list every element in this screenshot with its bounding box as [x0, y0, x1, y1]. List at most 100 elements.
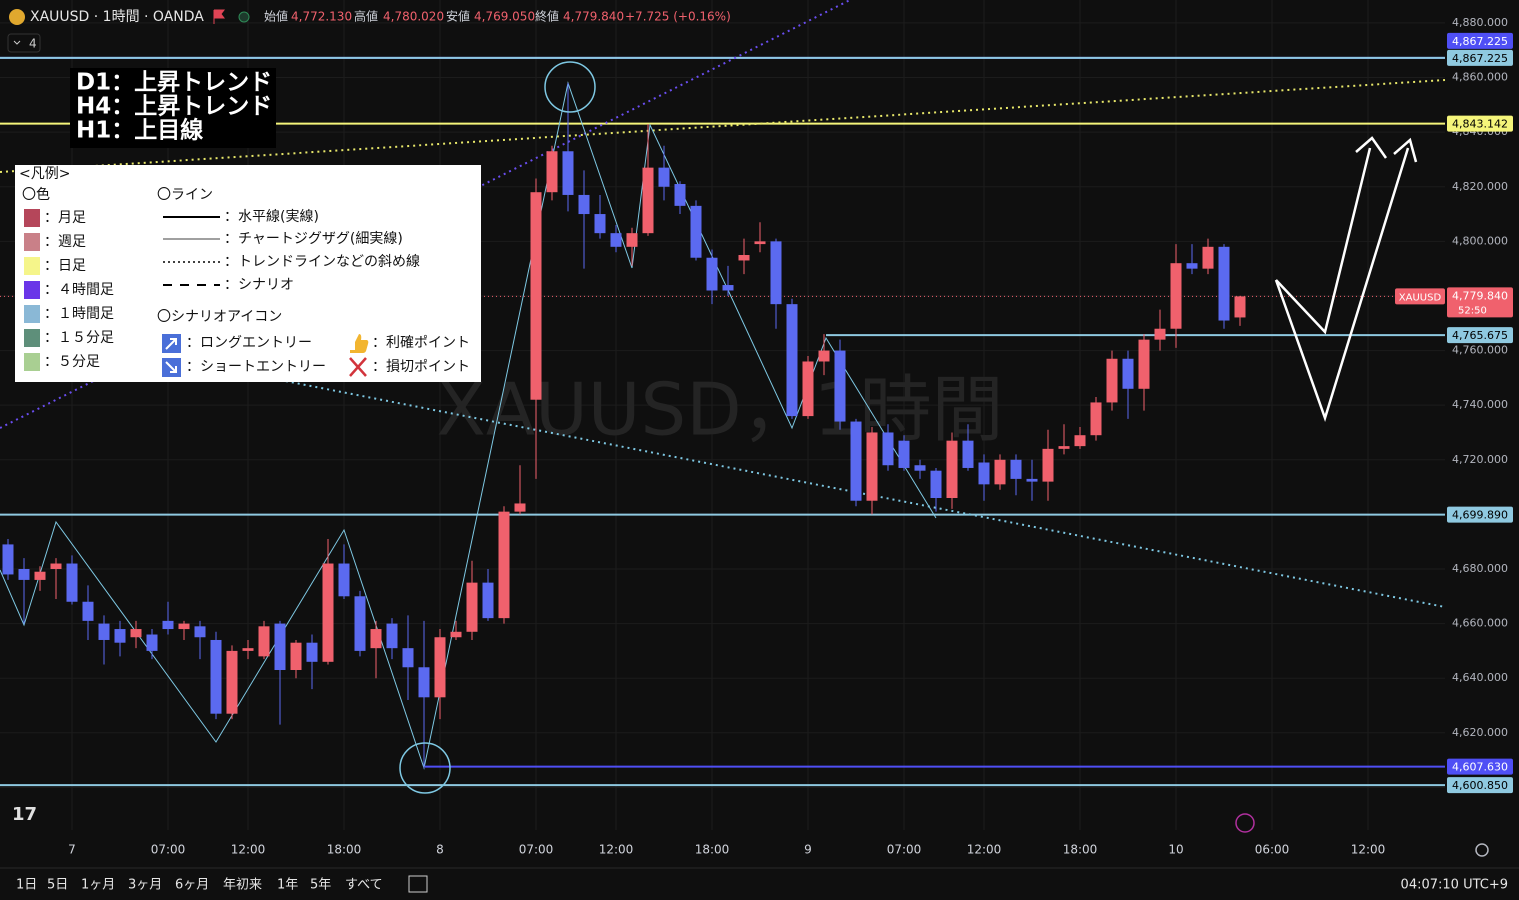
x-tick-label: 18:00: [327, 843, 362, 857]
candle-body: [882, 432, 894, 466]
candle-body: [1090, 402, 1102, 436]
candle-body: [386, 623, 398, 649]
legend-swatch: [24, 233, 40, 251]
y-tick-label: 4,660.000: [1452, 617, 1508, 630]
candle-body: [674, 184, 686, 206]
legend-label: ：１時間足: [44, 306, 114, 322]
x-tick-label: 9: [804, 843, 812, 857]
timeframe-button[interactable]: 1日: [16, 878, 37, 893]
candle-body: [146, 634, 158, 651]
candle-body: [1154, 328, 1166, 340]
timeframe-button[interactable]: 5年: [310, 878, 331, 893]
candle-body: [18, 568, 30, 580]
legend-label: ：１５分足: [44, 330, 114, 346]
legend-heading: 〇ライン: [157, 187, 213, 203]
x-tick-label: 7: [68, 843, 76, 857]
legend-label: ：損切ポイント: [372, 359, 470, 375]
candle-body: [338, 563, 350, 597]
symbol-title: XAUUSD · 1時間 · OANDA: [30, 9, 204, 25]
flag-icon: [213, 9, 225, 24]
candle-body: [898, 440, 910, 468]
last-price-bg: [1447, 287, 1513, 318]
date-range-icon[interactable]: [408, 875, 428, 893]
level-label-bg: [1447, 506, 1513, 523]
annotation-text: H4：上昇トレンド: [76, 94, 272, 120]
candle-body: [450, 631, 462, 638]
legend-label: ：チャートジグザグ(細実線): [224, 231, 403, 247]
long-icon-arrow: [165, 338, 177, 350]
candle-body: [98, 623, 110, 640]
candle-body: [562, 151, 574, 195]
chevron: [13, 40, 21, 45]
timeframe-button[interactable]: 1年: [277, 878, 298, 893]
y-tick-label: 4,800.000: [1452, 234, 1508, 247]
legend-swatch: [24, 305, 40, 323]
candle-body: [834, 350, 846, 422]
candle-body: [594, 214, 606, 234]
legend-label: ：利確ポイント: [372, 335, 470, 351]
x-tick-label: 07:00: [887, 843, 922, 857]
candle-body: [418, 667, 430, 698]
candle-body: [1010, 459, 1022, 479]
ohlc-name: 安値: [446, 9, 470, 24]
candle-body: [642, 167, 654, 234]
level-label: 4,843.142: [1452, 118, 1508, 131]
candle-body: [690, 205, 702, 258]
timeframe-button[interactable]: 3ヶ月: [128, 878, 162, 893]
level-label-bg: [1447, 32, 1513, 49]
legend-heading: 〇シナリオアイコン: [157, 309, 282, 325]
legend-label: ：４時間足: [44, 282, 114, 298]
timeframe-button[interactable]: すべて: [345, 878, 383, 893]
x-tick-label: 12:00: [1351, 843, 1386, 857]
last-price-label: 4,779.840: [1452, 289, 1508, 302]
x-tick-label: 12:00: [967, 843, 1002, 857]
candle-body: [738, 255, 750, 261]
indicator-count: 4: [29, 37, 37, 51]
legend-box: <凡例> 〇色 ：月足 ：週足 ：日足 ：４時間足 ：１時間足 ：１５分足 ：５分足 〇ライン ：水…: [15, 165, 481, 382]
candle-body: [114, 629, 126, 643]
candle-body: [66, 563, 78, 602]
legend-swatch: [24, 257, 40, 275]
candle-body: [466, 582, 478, 632]
x-tick-label: 06:00: [1255, 843, 1290, 857]
y-tick-label: 4,860.000: [1452, 71, 1508, 84]
candle-body: [306, 642, 318, 662]
legend-label: ：シナリオ: [224, 277, 294, 293]
candle-body: [930, 470, 942, 498]
y-tick-label: 4,760.000: [1452, 344, 1508, 357]
ohlc-name: 終値: [535, 9, 559, 24]
legend-label: ：週足: [44, 234, 86, 250]
x-tick-label: 18:00: [1063, 843, 1098, 857]
level-label-bg: [1447, 49, 1513, 66]
y-tick-label: 4,620.000: [1452, 726, 1508, 739]
candle-body: [1170, 263, 1182, 329]
timeframe-button[interactable]: 1ヶ月: [81, 878, 115, 893]
candle-body: [226, 650, 238, 714]
price-change: +7.725 (+0.16%): [625, 10, 731, 24]
legend-heading: 〇色: [22, 186, 50, 203]
candle-body: [482, 582, 494, 619]
level-label-bg: [1447, 115, 1513, 132]
legend-label: ：月足: [44, 210, 86, 226]
short-icon-arrow: [165, 361, 177, 373]
timeframe-button[interactable]: 年初来: [223, 878, 262, 893]
candle-body: [1058, 446, 1070, 449]
level-label: 4,699.890: [1452, 509, 1508, 522]
ohlc-name: 高値: [354, 9, 378, 24]
candle-body: [962, 440, 974, 468]
candle-body: [242, 648, 254, 651]
legend-swatch: [24, 353, 40, 371]
candle-body: [322, 563, 334, 662]
candle-body: [530, 192, 542, 400]
settings-icon[interactable]: [1475, 843, 1489, 857]
candle-body: [194, 626, 206, 638]
ohlc-value: 4,779.840: [563, 10, 624, 24]
candle-body: [50, 563, 62, 569]
candle-body: [258, 626, 270, 657]
y-tick-label: 4,640.000: [1452, 671, 1508, 684]
indicator-toggle[interactable]: [7, 33, 41, 53]
alert-icon[interactable]: [1235, 813, 1255, 833]
timeframe-button[interactable]: 6ヶ月: [175, 878, 209, 893]
timeframe-button[interactable]: 5日: [47, 878, 68, 893]
